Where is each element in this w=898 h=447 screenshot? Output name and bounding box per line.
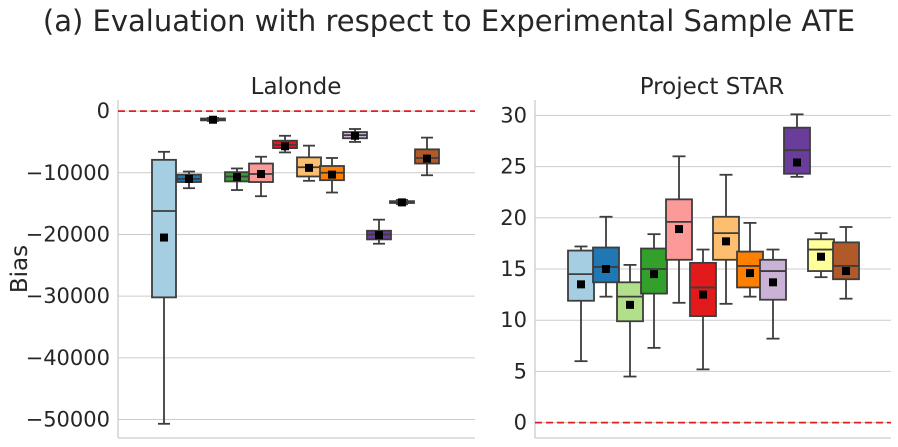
y-axis-label: Bias xyxy=(7,245,33,293)
box-m6 xyxy=(272,134,298,154)
mean-marker xyxy=(257,170,265,179)
mean-marker xyxy=(722,237,730,246)
mean-marker xyxy=(675,225,683,234)
box-body xyxy=(689,261,717,318)
box-m4 xyxy=(640,233,668,349)
panel-title: Lalonde xyxy=(251,74,342,100)
box-m1 xyxy=(567,245,595,363)
mean-marker xyxy=(305,163,313,172)
box-body xyxy=(151,158,177,299)
y-tick-label: 10 xyxy=(500,308,527,332)
y-tick-label: 30 xyxy=(500,103,527,127)
box-m11 xyxy=(389,198,415,207)
y-tick-label: −40000 xyxy=(26,346,110,370)
mean-marker xyxy=(626,300,634,309)
lalonde-panel: 0 −10000 −20000 −30000 −40000 −50000 Lalonde Bi… xyxy=(7,74,475,439)
y-tick-label: 25 xyxy=(500,155,527,179)
mean-marker xyxy=(842,267,850,276)
mean-marker xyxy=(281,142,289,151)
box-m6 xyxy=(689,248,717,371)
y-tick-label: −50000 xyxy=(26,407,110,431)
box-body xyxy=(665,198,693,261)
box-m1 xyxy=(151,150,177,425)
box-m8 xyxy=(319,157,345,194)
box-m10 xyxy=(366,218,392,245)
y-tick-label: 15 xyxy=(500,257,527,281)
figure-title: (a) Evaluation with respect to Experimen… xyxy=(42,4,856,38)
box-m11 xyxy=(807,232,835,279)
mean-marker xyxy=(746,269,754,278)
mean-marker xyxy=(699,290,707,299)
mean-marker xyxy=(769,278,777,287)
box-m5 xyxy=(248,155,274,198)
box-m4 xyxy=(224,167,250,191)
mean-marker xyxy=(423,154,431,163)
mean-marker xyxy=(160,233,168,242)
box-m8 xyxy=(736,222,764,298)
mean-marker xyxy=(817,252,825,261)
mean-marker xyxy=(650,270,658,279)
y-tick-label: 0 xyxy=(514,411,527,435)
box-m2 xyxy=(592,215,620,298)
box-m10 xyxy=(783,113,811,178)
box-m12 xyxy=(414,136,440,177)
mean-marker xyxy=(233,173,241,182)
box-m7 xyxy=(712,173,740,305)
box-m5 xyxy=(665,155,693,304)
mean-marker xyxy=(577,280,585,289)
box-m3 xyxy=(200,115,226,124)
y-tick-label: 0 xyxy=(97,99,110,123)
box-m12 xyxy=(832,226,860,300)
mean-marker xyxy=(602,265,610,273)
box-m3 xyxy=(616,264,644,378)
star-panel: 0 5 10 15 20 25 30 Project STAR xyxy=(500,74,891,439)
box-body xyxy=(592,246,620,284)
box-m9 xyxy=(759,248,787,340)
y-tick-label: −10000 xyxy=(26,161,110,185)
panel-title: Project STAR xyxy=(640,74,785,100)
mean-marker xyxy=(209,115,217,124)
y-tick-label: −30000 xyxy=(26,284,110,308)
box-m7 xyxy=(296,144,322,182)
y-tick-label: 5 xyxy=(514,359,527,383)
y-tick-label: −20000 xyxy=(26,222,110,246)
box-body xyxy=(832,241,860,281)
box-m9 xyxy=(342,128,368,143)
mean-marker xyxy=(375,231,383,240)
box-body xyxy=(759,258,787,301)
box-m2 xyxy=(176,170,202,190)
mean-marker xyxy=(351,131,359,140)
mean-marker xyxy=(328,170,336,179)
box-body xyxy=(567,249,595,302)
mean-marker xyxy=(793,158,801,167)
mean-marker xyxy=(185,174,193,183)
mean-marker xyxy=(398,198,406,207)
y-tick-label: 20 xyxy=(500,206,527,230)
